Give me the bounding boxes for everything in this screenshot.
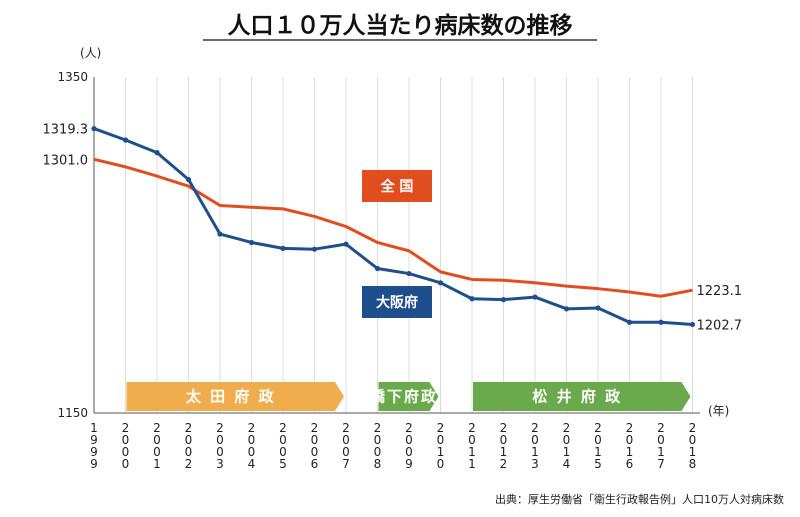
x-unit-label: (年) xyxy=(708,404,729,418)
y-unit-label: (人) xyxy=(80,46,101,60)
series-line xyxy=(93,127,693,326)
era-arrow: 橋下府政 xyxy=(370,382,439,411)
data-point xyxy=(343,241,349,247)
grid-layer xyxy=(125,77,693,413)
era-label: 橋下府政 xyxy=(370,388,438,406)
data-point xyxy=(658,319,664,325)
legend-national-box xyxy=(362,170,432,202)
eras-layer: 太 田 府 政 橋下府政 松 井 府 政 xyxy=(126,382,691,411)
data-point xyxy=(217,231,223,237)
data-point xyxy=(248,239,255,246)
data-point xyxy=(122,137,129,143)
source-note: 出典：厚生労働省「衛生行政報告例」人口10万人対病床数 xyxy=(495,492,784,506)
chart-title: 人口１０万人当たり病床数の推移 xyxy=(228,12,573,39)
data-point xyxy=(154,150,160,156)
era-arrow-shape xyxy=(378,382,439,411)
legend-national-label: 全 国 xyxy=(380,178,414,195)
era-label: 松 井 府 政 xyxy=(532,388,622,406)
legend-osaka-box xyxy=(362,286,432,318)
data-point xyxy=(437,280,444,286)
data-point xyxy=(563,306,570,312)
data-label: 1319.3 xyxy=(43,123,89,138)
data-point xyxy=(500,297,507,303)
era-arrow: 太 田 府 政 xyxy=(126,382,344,411)
data-label: 1301.0 xyxy=(43,153,89,168)
era-arrow: 松 井 府 政 xyxy=(473,382,691,411)
x-ticks-layer: 1 9 9 9 2 0 0 0 2 0 0 1 2 0 0 2 2 0 0 3 2 0 0 4 2 0 0 5 2 0 0 6 2 0 0 7 2 0 0 8… xyxy=(90,421,696,471)
lines-layer xyxy=(91,125,696,328)
era-label: 太 田 府 政 xyxy=(186,388,276,406)
y-tick-label: 1350 xyxy=(57,70,88,84)
legend-osaka-label: 大阪府 xyxy=(376,294,418,311)
data-point xyxy=(469,296,475,302)
data-point xyxy=(91,125,97,132)
labels-layer: 1301.0 1319.3 1223.1 1202.7 xyxy=(43,123,743,334)
y-tick-label: 1150 xyxy=(57,406,88,420)
data-label: 1202.7 xyxy=(697,318,743,333)
data-point xyxy=(595,305,601,311)
data-point xyxy=(532,294,538,300)
data-label: 1223.1 xyxy=(697,284,743,299)
data-point xyxy=(185,176,192,183)
era-arrow-shape xyxy=(473,382,691,411)
data-point xyxy=(689,321,696,328)
data-point xyxy=(280,245,286,251)
legend-national: 全 国 xyxy=(362,170,432,202)
era-arrow-shape xyxy=(126,382,344,411)
data-point xyxy=(406,270,412,277)
legend-osaka: 大阪府 xyxy=(362,286,432,318)
data-point xyxy=(311,246,318,252)
data-point xyxy=(374,265,381,272)
data-point xyxy=(626,319,633,325)
